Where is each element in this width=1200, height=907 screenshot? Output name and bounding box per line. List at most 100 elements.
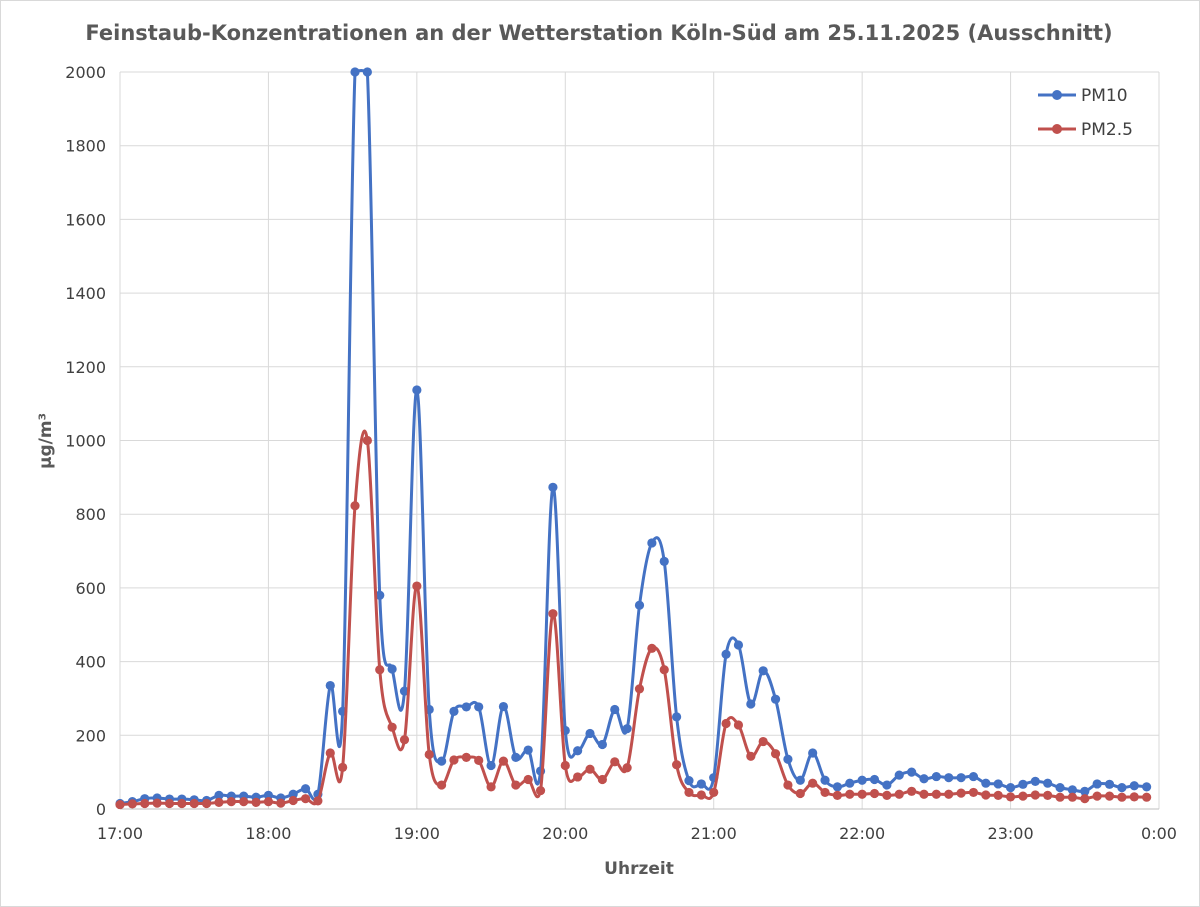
data-point-pm25 — [622, 763, 632, 773]
series-layer — [115, 67, 1152, 810]
data-point-pm25 — [325, 748, 335, 758]
data-point-pm25 — [1067, 792, 1078, 802]
data-point-pm10 — [1080, 786, 1090, 796]
data-point-pm10 — [1043, 778, 1053, 788]
data-point-pm25 — [437, 780, 447, 790]
legend-swatch-marker — [1052, 124, 1062, 134]
legend-item-pm10: PM10 — [1038, 86, 1128, 106]
data-point-pm10 — [795, 775, 805, 785]
data-point-pm10 — [375, 590, 385, 600]
data-point-pm25 — [498, 756, 509, 766]
x-tick-label: 19:00 — [394, 824, 440, 843]
data-point-pm25 — [548, 609, 558, 619]
data-point-pm10 — [647, 538, 657, 548]
series-pm25 — [115, 429, 1152, 810]
data-point-pm25 — [993, 790, 1003, 800]
data-point-pm25 — [672, 760, 682, 770]
data-point-pm25 — [968, 787, 979, 798]
data-point-pm25 — [832, 790, 843, 800]
data-point-pm25 — [610, 757, 620, 767]
data-point-pm25 — [981, 790, 991, 800]
y-tick-label: 1200 — [65, 358, 106, 377]
data-point-pm25 — [857, 789, 867, 799]
data-point-pm25 — [684, 787, 694, 798]
data-point-pm10 — [869, 774, 880, 785]
data-point-pm25 — [239, 797, 249, 807]
data-point-pm10 — [300, 784, 311, 794]
data-point-pm25 — [1055, 792, 1065, 802]
data-point-pm25 — [585, 764, 595, 774]
data-point-pm10 — [399, 686, 410, 696]
data-point-pm25 — [746, 751, 756, 761]
data-point-pm25 — [288, 795, 298, 806]
data-point-pm10 — [634, 600, 645, 610]
data-point-pm25 — [894, 789, 904, 799]
grid-lines — [119, 71, 1160, 809]
x-tick-label: 21:00 — [691, 824, 737, 843]
data-point-pm25 — [338, 762, 348, 772]
data-point-pm25 — [140, 798, 150, 809]
data-point-pm25 — [721, 718, 731, 729]
chart-title: Feinstaub-Konzentrationen an der Wetters… — [85, 21, 1112, 45]
data-point-pm25 — [659, 665, 669, 675]
y-tick-label: 400 — [75, 653, 106, 672]
data-point-pm25 — [931, 789, 941, 799]
data-point-pm25 — [573, 772, 583, 782]
data-point-pm10 — [944, 773, 954, 783]
y-tick-label: 800 — [75, 505, 106, 524]
data-point-pm10 — [474, 702, 484, 712]
data-point-pm10 — [449, 706, 459, 716]
data-point-pm25 — [523, 774, 533, 785]
data-point-pm25 — [276, 798, 286, 808]
data-point-pm25 — [535, 785, 546, 796]
data-point-pm10 — [1005, 783, 1016, 793]
data-point-pm10 — [486, 760, 496, 771]
data-point-pm10 — [907, 767, 917, 777]
data-point-pm25 — [758, 736, 768, 747]
data-point-pm10 — [808, 748, 818, 758]
data-point-pm10 — [746, 699, 756, 709]
legend-label: PM10 — [1081, 86, 1128, 106]
data-point-pm10 — [573, 746, 583, 756]
data-point-pm10 — [1104, 779, 1115, 789]
data-point-pm10 — [659, 556, 669, 566]
y-tick-label: 1600 — [65, 210, 106, 229]
data-point-pm25 — [808, 778, 818, 788]
data-point-pm10 — [820, 775, 830, 785]
data-point-pm25 — [956, 788, 966, 798]
data-point-pm25 — [709, 787, 719, 798]
data-point-pm25 — [783, 780, 793, 790]
data-point-pm25 — [449, 755, 459, 765]
y-tick-label: 0 — [96, 800, 106, 819]
legend-label: PM2.5 — [1081, 120, 1133, 140]
series-line-pm10 — [119, 69, 1147, 805]
data-point-pm10 — [758, 666, 768, 676]
data-point-pm25 — [152, 798, 162, 808]
data-point-pm10 — [1142, 782, 1152, 792]
data-point-pm10 — [1129, 781, 1139, 791]
data-point-pm10 — [770, 694, 781, 704]
data-point-pm25 — [1018, 791, 1028, 801]
data-point-pm10 — [845, 778, 855, 788]
data-point-pm25 — [474, 755, 484, 765]
data-point-pm10 — [894, 770, 904, 780]
data-point-pm25 — [1092, 791, 1102, 801]
data-point-pm10 — [981, 778, 991, 788]
data-point-pm25 — [362, 435, 372, 446]
x-tick-label: 20:00 — [542, 824, 588, 843]
data-point-pm10 — [1067, 785, 1078, 795]
data-point-pm10 — [968, 771, 979, 782]
data-point-pm25 — [1043, 790, 1053, 800]
data-point-pm10 — [350, 67, 360, 77]
data-point-pm10 — [1092, 779, 1102, 789]
data-point-pm25 — [300, 794, 311, 804]
data-point-pm25 — [399, 735, 410, 745]
x-tick-label: 22:00 — [839, 824, 885, 843]
data-point-pm10 — [684, 776, 694, 786]
data-point-pm25 — [263, 797, 274, 807]
data-point-pm10 — [1055, 783, 1065, 793]
data-point-pm25 — [177, 798, 187, 809]
legend-item-pm25: PM2.5 — [1038, 120, 1133, 140]
